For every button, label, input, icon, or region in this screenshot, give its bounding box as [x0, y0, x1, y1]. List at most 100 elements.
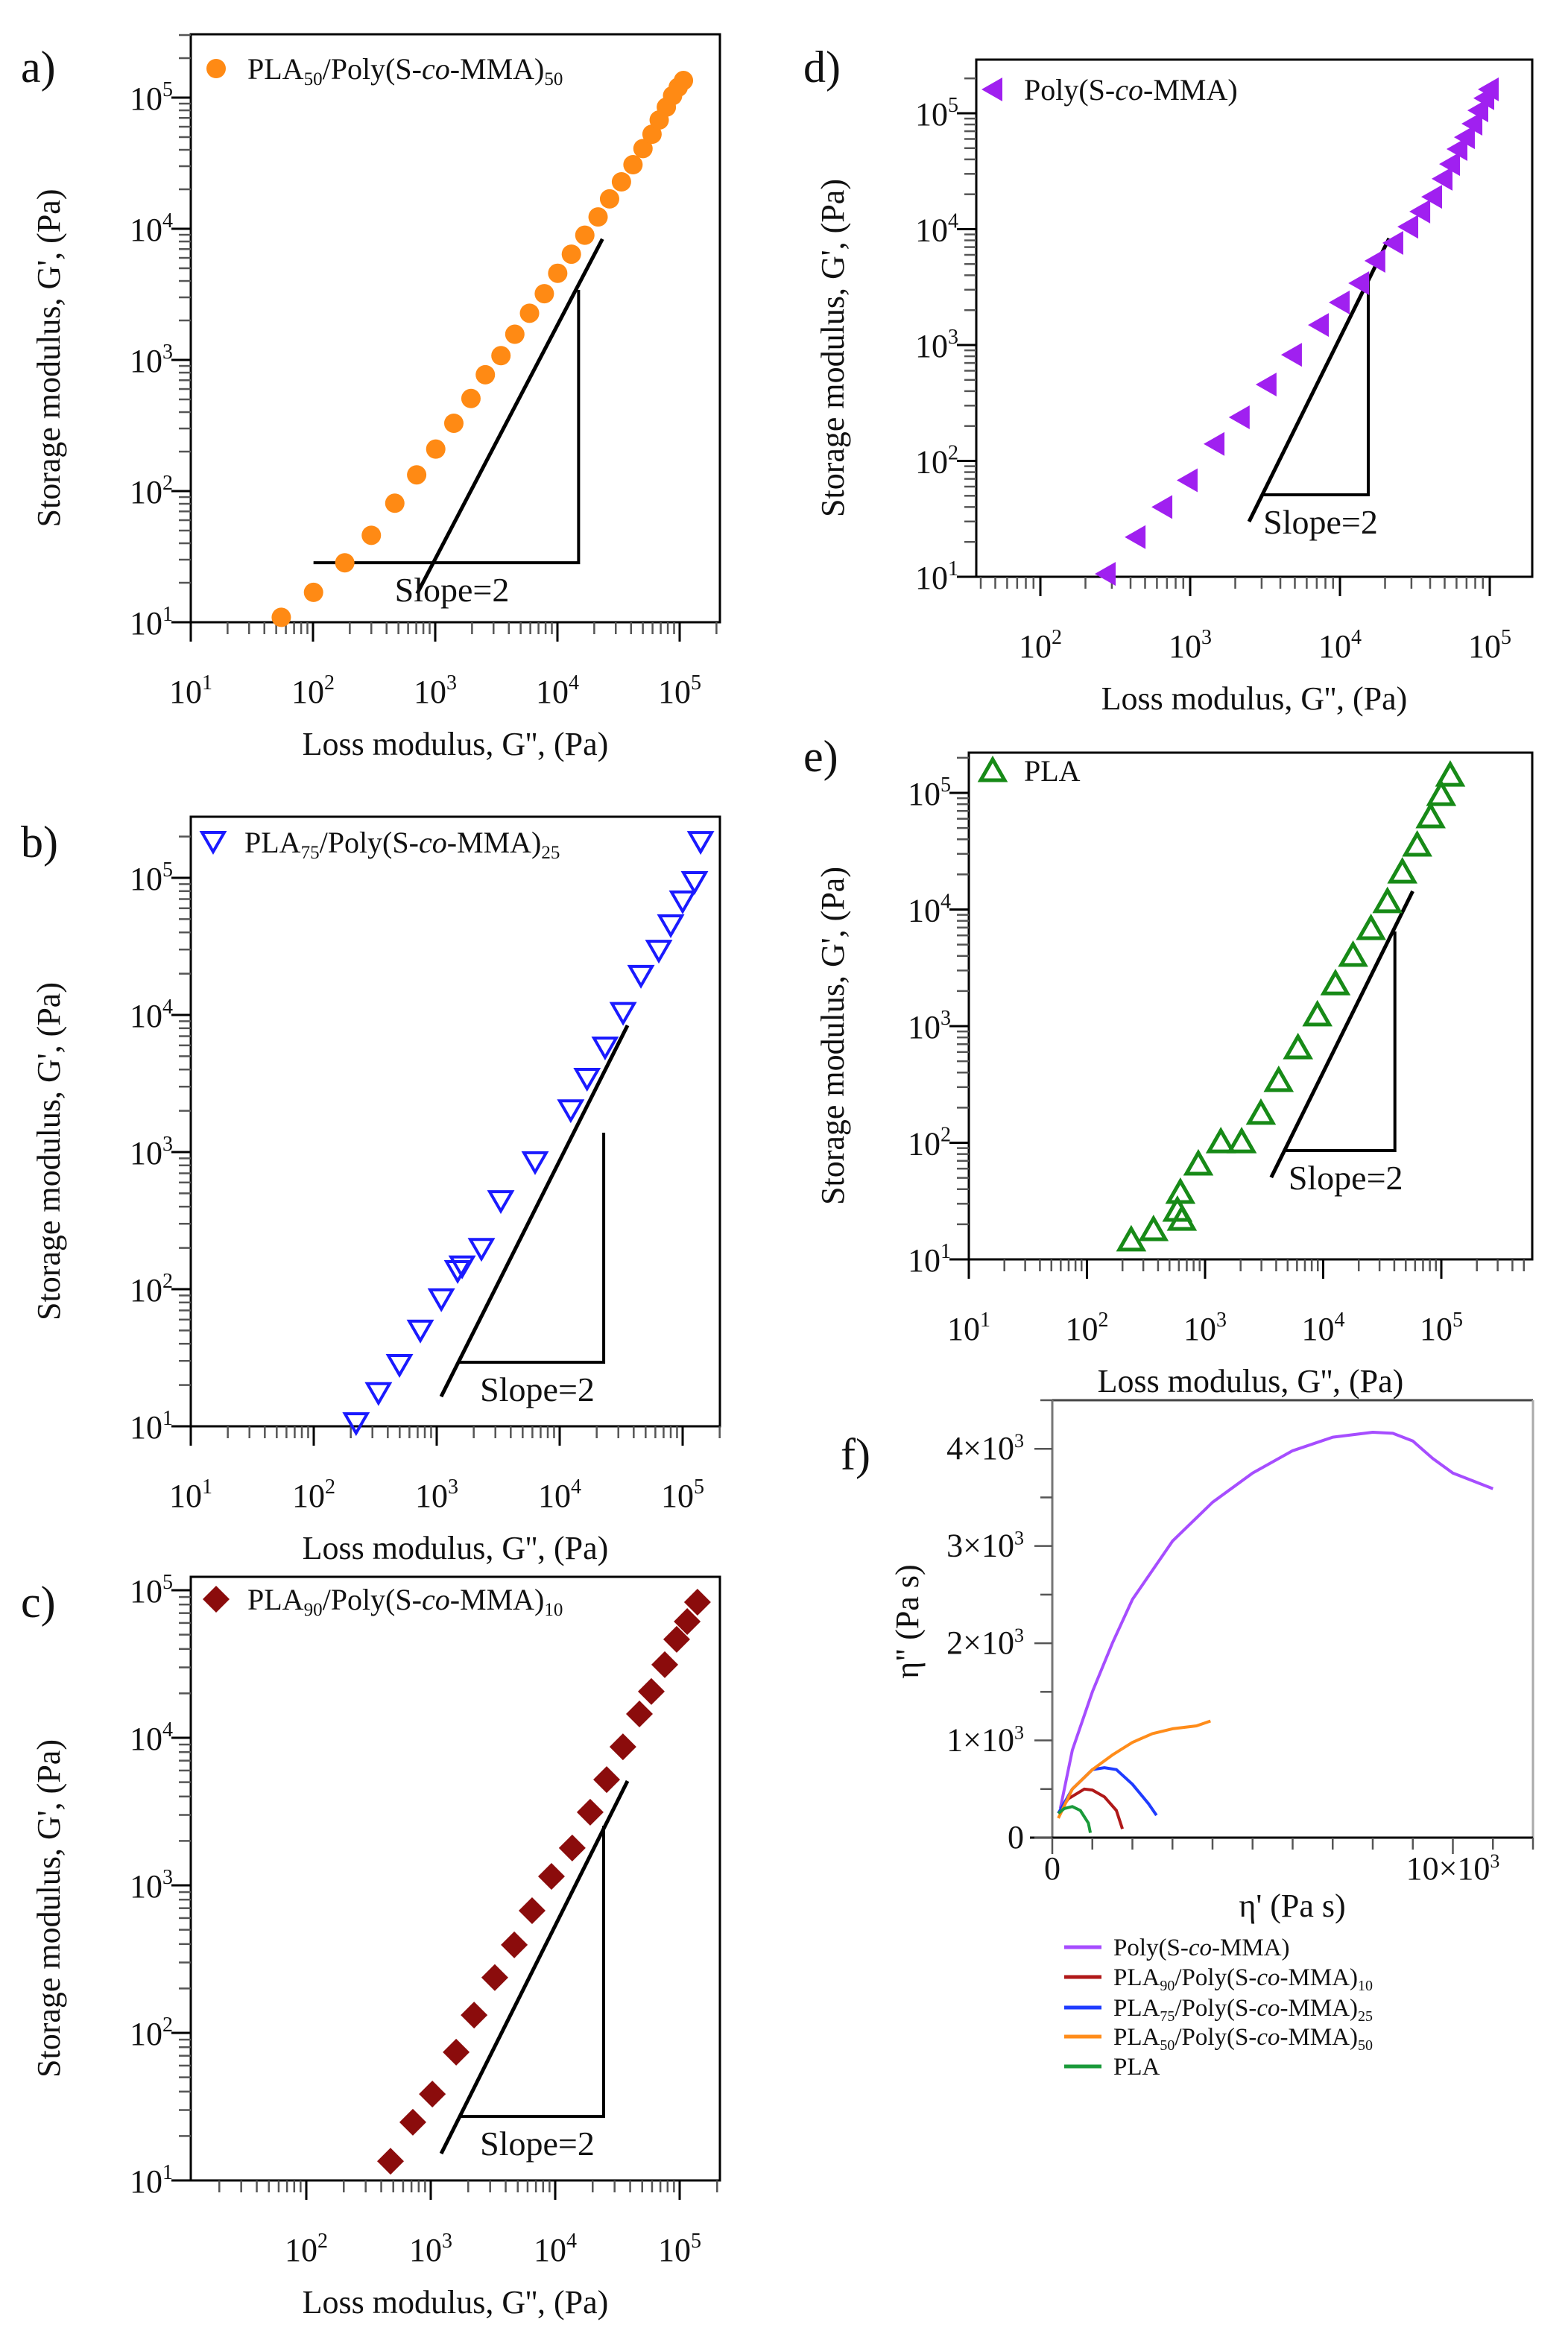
- y-tick-label: 0: [1008, 1819, 1024, 1856]
- tick-exponent: 2: [162, 2014, 173, 2037]
- x-tick-label: 101: [169, 671, 212, 710]
- tick-base: 10: [915, 444, 948, 481]
- legend-label-segment: PLA: [247, 52, 304, 86]
- x-tick-label: 105: [658, 671, 701, 710]
- legend-label-segment: 50: [1358, 2037, 1373, 2054]
- tick-base: 10: [130, 1573, 162, 1610]
- legend: Poly(S-co-MMA)PLA90/Poly(S-co-MMA)10PLA7…: [1064, 1935, 1373, 2081]
- data-point: [663, 1625, 690, 1653]
- tick-base: 0: [1044, 1850, 1060, 1887]
- data-point: [505, 324, 525, 344]
- tick-base: 10: [415, 1478, 448, 1514]
- slope-label: Slope=2: [480, 1370, 595, 1408]
- data-point: [599, 189, 619, 209]
- data-point: [399, 2108, 426, 2136]
- y-axis-title: Storage modulus, G', (Pa): [31, 1739, 67, 2078]
- data-point: [491, 346, 511, 366]
- x-tick-label: 0: [1044, 1850, 1060, 1887]
- legend-label-segment: 90: [1160, 1978, 1175, 1994]
- y-tick-label: 103: [908, 1007, 951, 1046]
- data-point: [588, 207, 608, 227]
- slope-label: Slope=2: [395, 571, 510, 609]
- data-point: [519, 303, 540, 323]
- tick-exponent: 1: [162, 2161, 173, 2184]
- y-tick-label: 104: [908, 891, 951, 929]
- tick-base: 10: [130, 1409, 162, 1446]
- panel-label: a): [21, 42, 56, 92]
- tick-base: 10: [1169, 628, 1201, 665]
- data-point: [443, 2038, 470, 2066]
- x-tick-label: 103: [409, 2230, 452, 2268]
- tick-base: 10: [130, 1272, 162, 1309]
- legend-label: Poly(S-co-MMA): [1113, 1935, 1290, 1961]
- plot-frame: [967, 751, 1534, 1261]
- tick-base: 10: [661, 1478, 694, 1514]
- tick-exponent: 1: [980, 1309, 990, 1332]
- y-tick-label: 102: [130, 472, 173, 510]
- legend-label-segment: PLA: [1024, 754, 1081, 788]
- legend: PLA50/Poly(S-co-MMA)50: [206, 52, 563, 89]
- data-point: [668, 891, 697, 915]
- x-tick-label: 105: [1468, 626, 1511, 665]
- data-point: [481, 1964, 508, 1991]
- x-tick-label: 103: [415, 1475, 458, 1514]
- tick-exponent: 4: [162, 1718, 173, 1742]
- slope-triangle: Slope=2: [439, 1024, 630, 1408]
- tick-base: 10: [915, 212, 948, 249]
- tick-base: 10: [947, 1311, 980, 1347]
- tick-exponent: 5: [941, 774, 951, 797]
- tick-exponent: 3: [442, 2230, 452, 2253]
- tick-exponent: 4: [948, 210, 958, 233]
- data-point: [1176, 468, 1198, 493]
- data-point: [407, 465, 427, 485]
- data-point: [1116, 1224, 1147, 1252]
- data-point: [1435, 760, 1466, 787]
- tick-base: 10: [915, 96, 948, 133]
- legend-label: PLA: [1113, 2054, 1160, 2081]
- data-point: [576, 1798, 604, 1826]
- slope-label: Slope=2: [1263, 503, 1378, 541]
- data-point: [361, 525, 382, 545]
- data-point: [303, 582, 323, 602]
- data-point: [1245, 1098, 1277, 1125]
- legend-label-segment: -MMA): [1280, 2024, 1359, 2051]
- tick-base: 10: [538, 1478, 571, 1514]
- slope-triangle-legs: [1261, 276, 1370, 497]
- data-point: [335, 553, 355, 573]
- y-tick-label: 103: [130, 1866, 173, 1905]
- tick-base: 10: [130, 1868, 162, 1905]
- y-axis-title: Storage modulus, G', (Pa): [815, 179, 851, 517]
- legend-label-segment: -MMA): [1280, 1995, 1359, 2022]
- y-tick-label: 4×103: [946, 1430, 1024, 1467]
- data-point: [521, 1151, 549, 1175]
- data-point: [377, 2148, 405, 2175]
- tick-exponent: 5: [691, 2230, 701, 2253]
- tick-exponent: 3: [1014, 1625, 1024, 1646]
- data-point: [1226, 1127, 1257, 1154]
- slope-triangle-legs: [459, 1133, 606, 1364]
- data-point: [683, 1589, 711, 1616]
- data-point: [609, 1002, 637, 1026]
- legend-label-segment: co: [1256, 1964, 1280, 1991]
- tick-exponent: 5: [162, 858, 173, 882]
- data-point: [1461, 111, 1483, 136]
- data-point: [537, 1862, 565, 1890]
- data-point: [1439, 152, 1461, 177]
- data-point: [1166, 1204, 1198, 1231]
- data-point: [1356, 913, 1386, 940]
- tick-exponent: 4: [569, 671, 579, 695]
- slope-line: [439, 1780, 630, 2155]
- tick-exponent: 2: [1052, 626, 1062, 649]
- tick-base: 10: [169, 674, 202, 710]
- panel-label: d): [803, 42, 841, 92]
- legend-label-segment: 75: [301, 843, 320, 863]
- tick-exponent: 5: [691, 671, 701, 695]
- data-point: [467, 1238, 496, 1262]
- plot-frame: [189, 33, 721, 624]
- tick-base: 10×10: [1406, 1850, 1490, 1887]
- data-point: [1228, 405, 1250, 429]
- tick-base: 10: [536, 674, 569, 710]
- tick-base: 10: [414, 674, 446, 710]
- x-tick-label: 102: [285, 2230, 328, 2268]
